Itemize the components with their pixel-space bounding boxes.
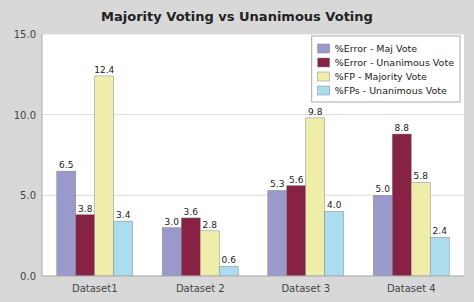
data-label: 0.6 [222, 255, 237, 265]
data-label: 3.0 [165, 217, 180, 227]
background [0, 0, 474, 302]
data-label: 12.4 [94, 65, 114, 75]
bar [306, 118, 325, 276]
legend: %Error - Maj Vote %Error - Unanimous Vote… [312, 36, 460, 102]
grid-line [42, 276, 464, 277]
x-tick-label: Dataset 3 [281, 283, 330, 294]
title: Majority Voting vs Unanimous Voting [101, 9, 373, 24]
bar [95, 76, 114, 276]
data-label: 3.6 [184, 207, 199, 217]
bar [181, 218, 200, 276]
bar [200, 231, 219, 276]
bar [325, 211, 344, 276]
legend-label: %Error - Maj Vote [335, 43, 418, 54]
data-label: 5.0 [376, 184, 391, 194]
legend-swatch [318, 86, 330, 95]
legend-label: %FPs - Unanimous Vote [335, 85, 447, 96]
x-tick-label: Dataset1 [72, 283, 118, 294]
data-label: 4.0 [327, 200, 342, 210]
bar [57, 171, 76, 276]
bar [162, 228, 181, 276]
x-axis [42, 276, 464, 277]
bars [57, 76, 449, 276]
grid-line [42, 34, 464, 35]
data-label: 3.8 [78, 204, 93, 214]
bar [219, 266, 238, 276]
bar [114, 221, 133, 276]
y-axis [42, 34, 43, 276]
y-tick-label: 10.0 [14, 110, 36, 121]
data-label: 3.4 [116, 210, 131, 220]
legend-swatch [318, 58, 330, 67]
bar [268, 190, 287, 276]
bar [430, 237, 449, 276]
y-tick-label: 15.0 [14, 29, 36, 40]
bar [373, 195, 392, 276]
legend-label: %Error - Unanimous Vote [335, 57, 454, 68]
y-tick-label: 0.0 [20, 271, 36, 282]
y-tick-label: 5.0 [20, 190, 36, 201]
legend-swatch [318, 72, 330, 81]
data-label: 5.8 [414, 171, 429, 181]
data-label: 5.3 [270, 179, 284, 189]
legend-label: %FP - Majority Vote [335, 71, 427, 82]
data-label: 6.5 [59, 160, 73, 170]
legend-swatch [318, 44, 330, 53]
bar [76, 215, 95, 276]
data-labels: 6.5 3.8 12.4 3.4 3.0 3.6 2.8 0.6 5.3 5.6 9.8 4.0 5.0… [59, 65, 447, 265]
data-label: 5.6 [289, 175, 304, 185]
data-label: 8.8 [395, 123, 410, 133]
bar [392, 134, 411, 276]
legend-frame [312, 36, 460, 102]
plot-area [42, 34, 464, 276]
bar [287, 186, 306, 276]
x-tick-label: Dataset 4 [387, 283, 436, 294]
x-tick-label: Dataset 2 [176, 283, 225, 294]
data-label: 2.8 [203, 220, 218, 230]
data-label: 9.8 [308, 107, 323, 117]
chart: Majority Voting vs Unanimous Voting 0.0 5.… [0, 0, 474, 302]
bar [411, 182, 430, 276]
data-label: 2.4 [433, 226, 448, 236]
